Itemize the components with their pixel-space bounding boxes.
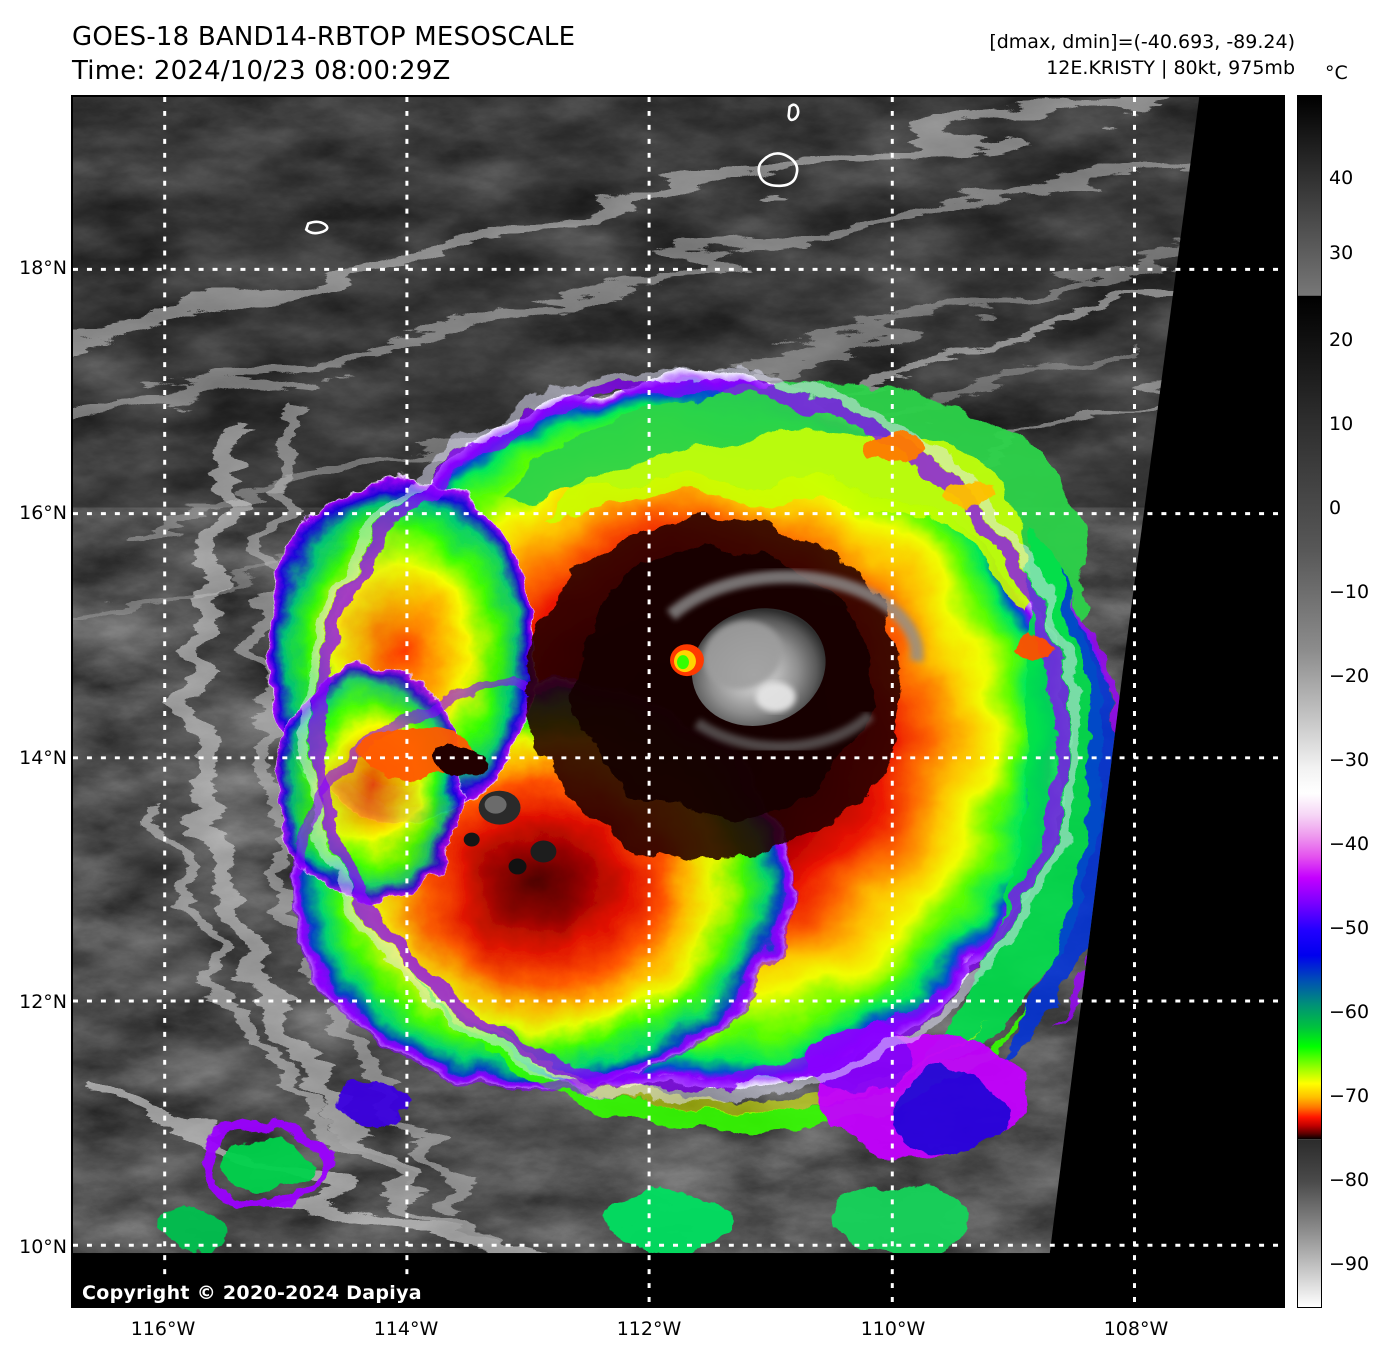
timestamp-label: Time: 2024/10/23 08:00:29Z bbox=[72, 56, 451, 87]
lon-tick-110: 110°W bbox=[860, 1318, 926, 1340]
lat-tick-14: 14°N bbox=[19, 747, 67, 769]
lon-tick-112: 112°W bbox=[616, 1318, 682, 1340]
colorbar-tick-10: 10 bbox=[1329, 413, 1354, 435]
colorbar-gradient bbox=[1298, 96, 1321, 1307]
colorbar-tick--10: −10 bbox=[1329, 581, 1370, 603]
colorbar-tick-20: 20 bbox=[1329, 329, 1354, 351]
lat-tick-12: 12°N bbox=[19, 991, 67, 1013]
sw-scattered-convection bbox=[158, 1085, 408, 1247]
page-title: GOES-18 BAND14-RBTOP MESOSCALE bbox=[72, 22, 576, 52]
colorbar-tick-40: 40 bbox=[1329, 167, 1354, 189]
metadata-block: [dmax, dmin]=(-40.693, -89.24) 12E.KRIST… bbox=[989, 30, 1295, 81]
colorbar-tick--30: −30 bbox=[1329, 749, 1370, 771]
colorbar-tick-30: 30 bbox=[1329, 242, 1354, 264]
wnw-warm-patch bbox=[359, 726, 483, 779]
colorbar-tick--40: −40 bbox=[1329, 833, 1370, 855]
lat-tick-16: 16°N bbox=[19, 502, 67, 524]
copyright-notice: Copyright © 2020-2024 Dapiya bbox=[78, 1281, 426, 1305]
colorbar-tick--90: −90 bbox=[1329, 1253, 1370, 1275]
lon-tick-116: 116°W bbox=[130, 1318, 196, 1340]
storm-info-label: 12E.KRISTY | 80kt, 975mb bbox=[1046, 56, 1295, 79]
island-outlines bbox=[304, 103, 800, 235]
lon-tick-108: 108°W bbox=[1103, 1318, 1169, 1340]
storm-eye bbox=[666, 570, 924, 753]
southeast-cold-edge bbox=[609, 1026, 1027, 1254]
temperature-colorbar[interactable] bbox=[1297, 95, 1322, 1308]
graticule bbox=[73, 97, 1283, 1306]
satellite-imagery-canvas bbox=[73, 97, 1283, 1306]
lat-tick-18: 18°N bbox=[19, 257, 67, 279]
colorbar-tick--50: −50 bbox=[1329, 917, 1370, 939]
dmax-dmin-label: [dmax, dmin]=(-40.693, -89.24) bbox=[989, 31, 1295, 53]
colorbar-unit-label: °C bbox=[1325, 62, 1348, 84]
title-block: GOES-18 BAND14-RBTOP MESOSCALE Time: 202… bbox=[72, 20, 575, 89]
colorbar-tick--80: −80 bbox=[1329, 1169, 1370, 1191]
imagery-layer bbox=[73, 97, 1283, 1306]
satellite-image-plot[interactable] bbox=[71, 95, 1285, 1308]
lon-tick-114: 114°W bbox=[373, 1318, 439, 1340]
colorbar-tick--70: −70 bbox=[1329, 1085, 1370, 1107]
cirrus-streaks bbox=[73, 97, 1200, 620]
colorbar-tick--20: −20 bbox=[1329, 665, 1370, 687]
colorbar-tick--60: −60 bbox=[1329, 1001, 1370, 1023]
lat-tick-10: 10°N bbox=[19, 1236, 67, 1258]
colorbar-tick-0: 0 bbox=[1329, 497, 1342, 519]
overshooting-tops bbox=[463, 790, 557, 875]
